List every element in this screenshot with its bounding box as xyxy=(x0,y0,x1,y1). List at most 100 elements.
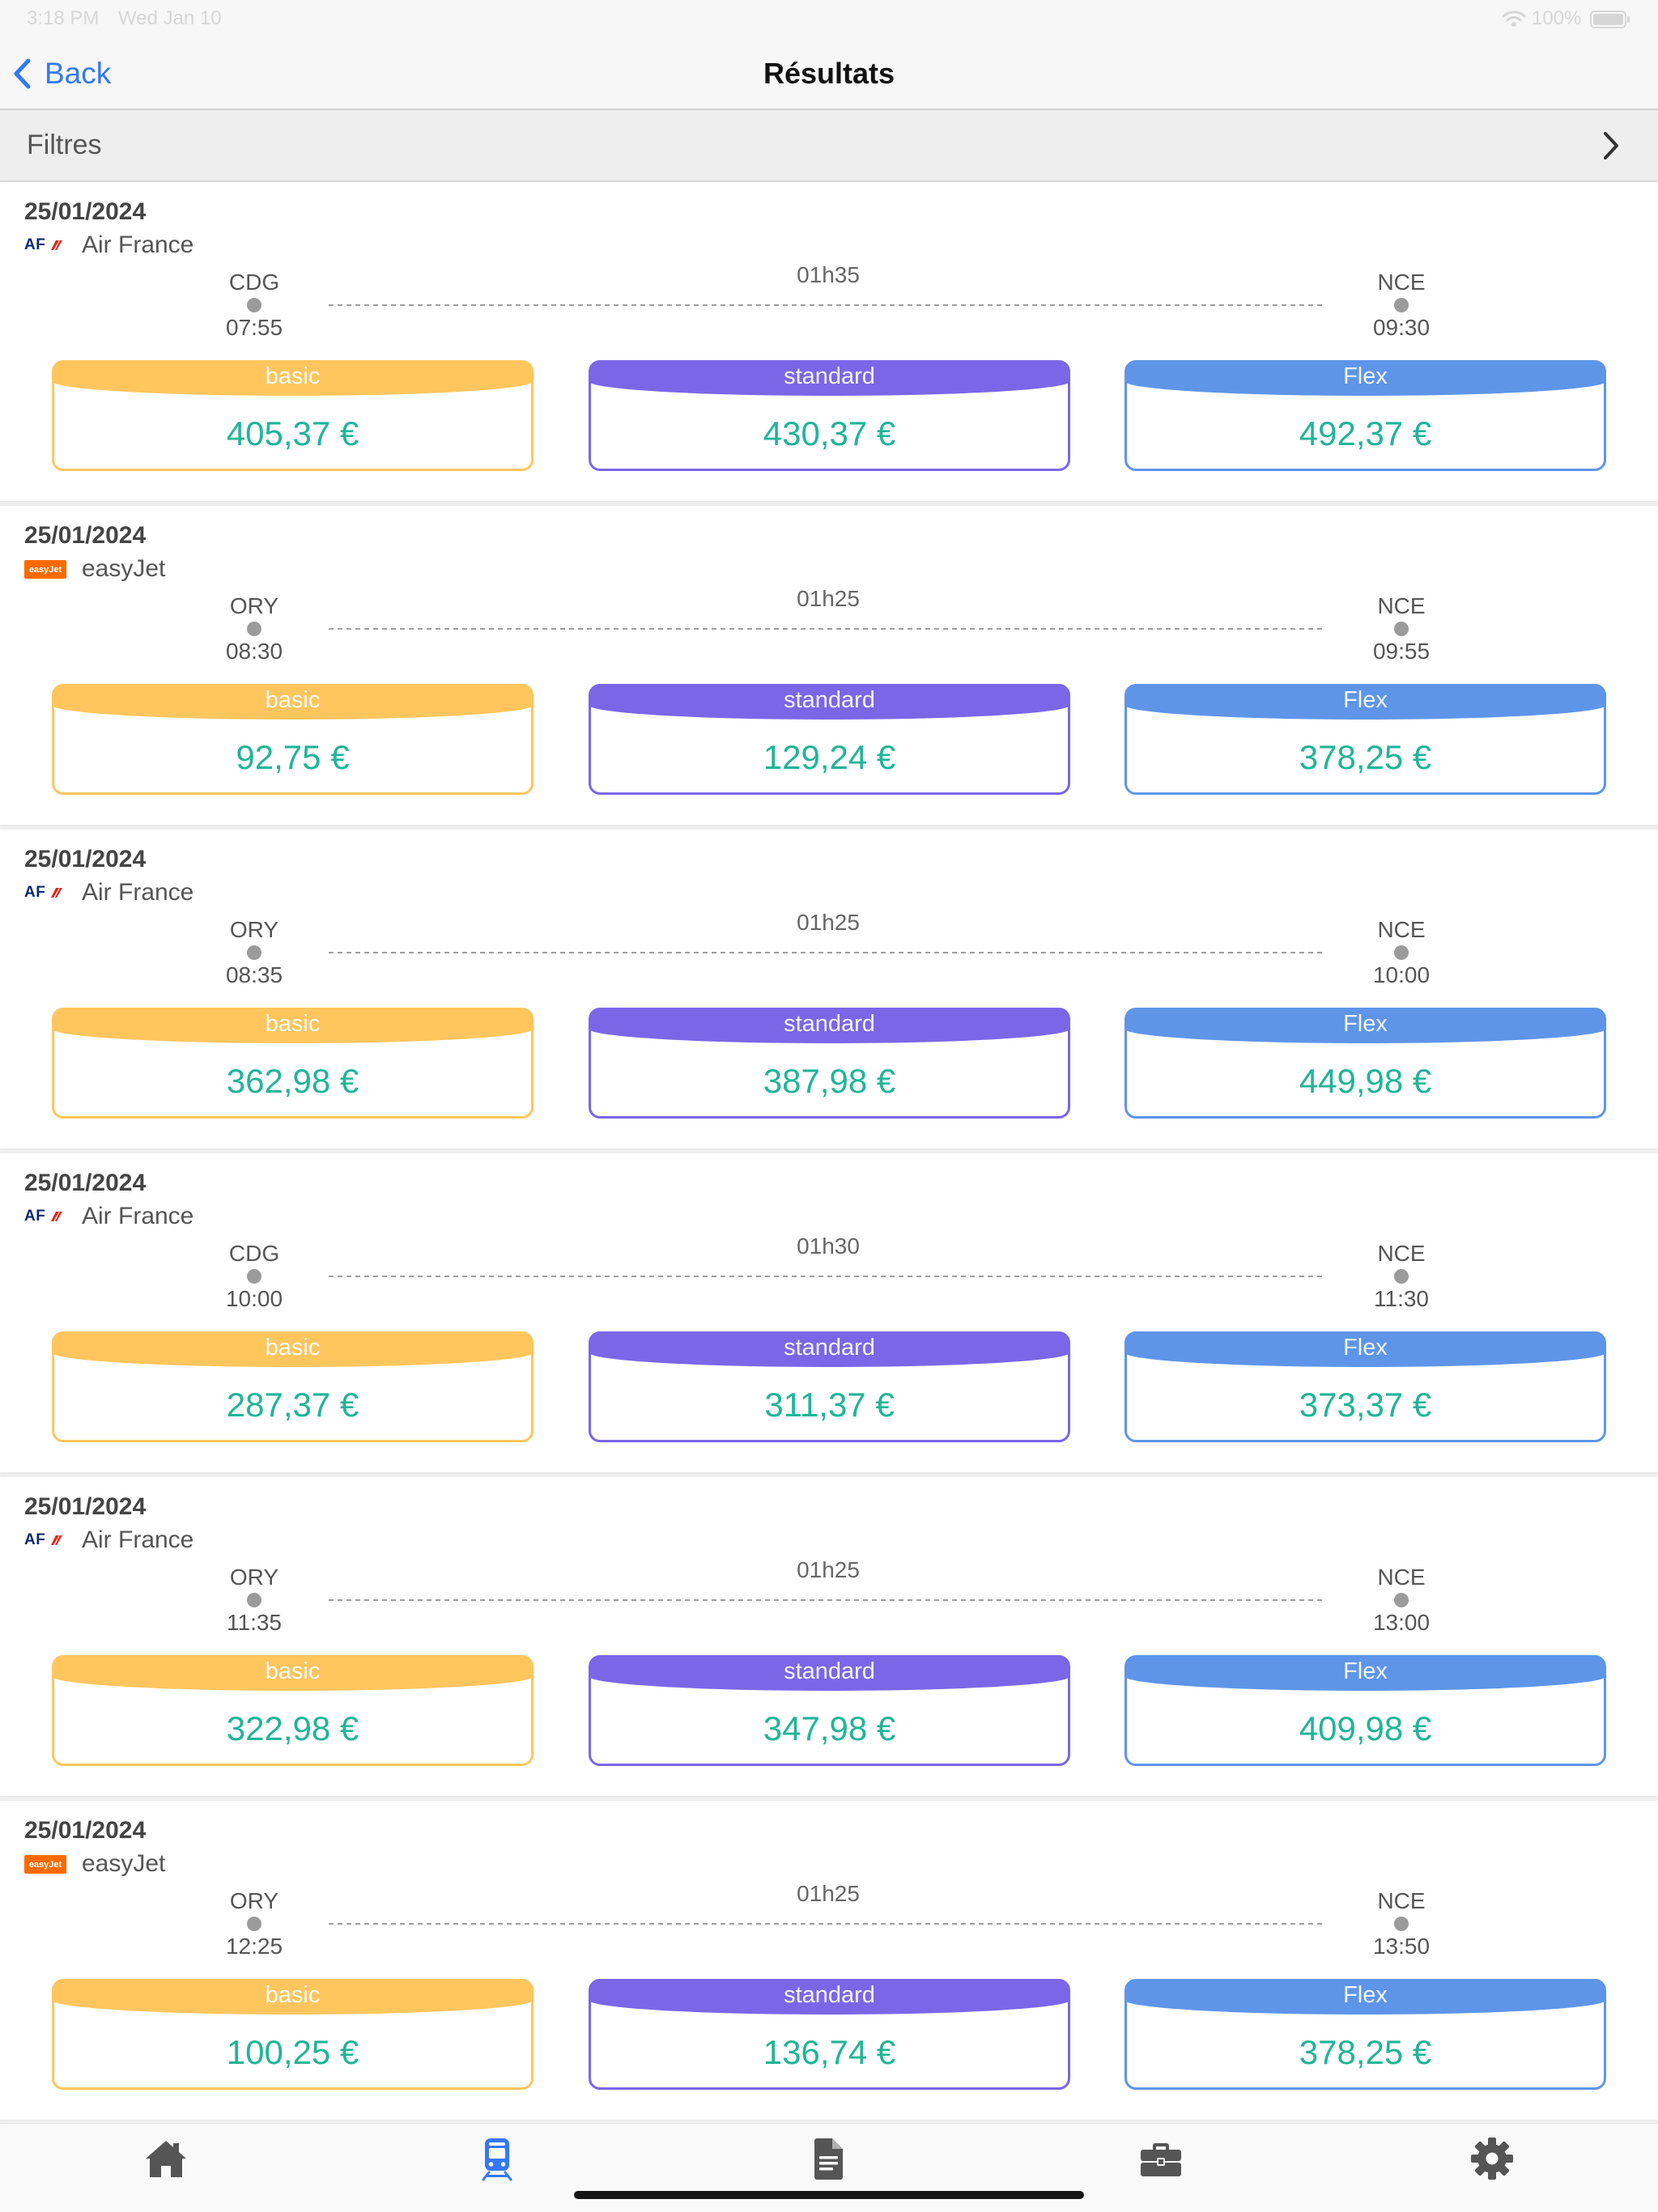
airline-name: Air France xyxy=(82,879,194,906)
navigation-bar: Résultats Back xyxy=(0,39,1658,110)
fare-label: standard xyxy=(784,1335,875,1361)
flight-result-card: 25/01/2024 AF Air France ORY 11:35 01h25… xyxy=(0,1477,1658,1796)
fare-label: standard xyxy=(784,687,875,713)
airline-name: Air France xyxy=(82,1203,194,1229)
fare-price: 449,98 € xyxy=(1299,1062,1432,1100)
air-france-stripes-icon xyxy=(51,888,63,898)
fare-option-standard[interactable]: standard 136,74 € xyxy=(589,1979,1070,2090)
fare-option-flex[interactable]: Flex 378,25 € xyxy=(1124,684,1606,795)
battery-percent: 100% xyxy=(1532,7,1582,29)
fare-label: Flex xyxy=(1343,363,1388,389)
fare-price: 378,25 € xyxy=(1299,2033,1432,2071)
departure-time: 08:30 xyxy=(225,639,283,664)
tab-trips[interactable] xyxy=(995,2124,1327,2212)
fare-price: 378,25 € xyxy=(1299,738,1432,776)
airline-row: easyJet easyJet xyxy=(24,555,510,583)
fare-option-flex[interactable]: Flex 449,98 € xyxy=(1124,1008,1606,1119)
fare-option-basic[interactable]: basic 322,98 € xyxy=(52,1655,534,1766)
fare-header: Flex xyxy=(1124,1008,1606,1043)
fare-price: 100,25 € xyxy=(226,2033,359,2071)
fare-label: standard xyxy=(784,363,875,389)
fare-header: standard xyxy=(589,1331,1070,1367)
flight-date: 25/01/2024 xyxy=(24,198,147,225)
destination-airport-code: NCE xyxy=(1377,270,1426,295)
origin-stop: CDG 07:55 xyxy=(198,268,311,342)
flight-duration: 01h30 xyxy=(797,1233,860,1259)
fare-option-basic[interactable]: basic 362,98 € xyxy=(52,1008,534,1119)
fare-label: standard xyxy=(784,1011,875,1037)
fare-price: 129,24 € xyxy=(763,738,896,776)
fare-header: basic xyxy=(52,1655,534,1691)
fare-price: 430,37 € xyxy=(763,414,896,452)
fare-option-basic[interactable]: basic 287,37 € xyxy=(52,1331,534,1442)
origin-stop: ORY 11:35 xyxy=(198,1563,311,1637)
fare-label: basic xyxy=(265,1982,321,2008)
airline-row: AF Air France xyxy=(24,231,510,259)
airline-name: Air France xyxy=(82,231,194,258)
fare-header: standard xyxy=(589,1979,1070,2015)
fare-option-standard[interactable]: standard 347,98 € xyxy=(589,1655,1070,1766)
departure-time: 11:35 xyxy=(227,1610,282,1635)
fare-header: basic xyxy=(52,360,534,396)
filters-row[interactable]: Filtres xyxy=(0,110,1658,182)
fare-option-flex[interactable]: Flex 492,37 € xyxy=(1124,360,1606,471)
origin-airport-code: ORY xyxy=(229,917,279,942)
fare-option-standard[interactable]: standard 430,37 € xyxy=(589,360,1070,471)
home-indicator[interactable] xyxy=(574,2191,1084,2199)
origin-stop: ORY 08:30 xyxy=(198,592,311,666)
tab-home[interactable] xyxy=(0,2124,332,2212)
flight-result-card: 25/01/2024 AF Air France CDG 10:00 01h30… xyxy=(0,1153,1658,1472)
destination-dot xyxy=(1394,1269,1409,1284)
fare-option-standard[interactable]: standard 129,24 € xyxy=(589,684,1070,795)
airline-row: easyJet easyJet xyxy=(24,1850,510,1878)
arrival-time: 09:30 xyxy=(1372,315,1431,340)
origin-dot xyxy=(247,1917,261,1931)
fare-option-basic[interactable]: basic 100,25 € xyxy=(52,1979,534,2090)
departure-time: 08:35 xyxy=(225,962,283,987)
tab-train[interactable] xyxy=(332,2124,664,2212)
destination-airport-code: NCE xyxy=(1377,1565,1426,1590)
fare-option-flex[interactable]: Flex 409,98 € xyxy=(1124,1655,1606,1766)
fare-option-flex[interactable]: Flex 373,37 € xyxy=(1124,1331,1606,1442)
status-time: 3:18 PM xyxy=(27,7,100,29)
fare-option-basic[interactable]: basic 92,75 € xyxy=(52,684,534,795)
fare-label: Flex xyxy=(1343,1011,1388,1037)
airline-row: AF Air France xyxy=(24,1526,510,1554)
fare-option-basic[interactable]: basic 405,37 € xyxy=(52,360,534,471)
arrival-time: 13:50 xyxy=(1372,1934,1431,1959)
tab-documents[interactable] xyxy=(663,2124,995,2212)
fare-option-standard[interactable]: standard 311,37 € xyxy=(589,1331,1070,1442)
arrival-time: 13:00 xyxy=(1372,1610,1431,1635)
fare-option-flex[interactable]: Flex 378,25 € xyxy=(1124,1979,1606,2090)
air-france-stripes-icon xyxy=(51,1535,63,1545)
flight-duration: 01h25 xyxy=(797,1881,860,1906)
destination-dot xyxy=(1394,622,1409,636)
flight-date: 25/01/2024 xyxy=(24,1493,147,1520)
destination-stop: NCE 13:00 xyxy=(1345,1563,1458,1637)
fare-label: standard xyxy=(784,1982,875,2008)
back-button[interactable]: Back xyxy=(12,39,111,108)
air-france-logo: AF xyxy=(24,1203,66,1230)
arrival-time: 10:00 xyxy=(1372,962,1431,987)
page-title: Résultats xyxy=(763,57,895,90)
flight-result-card: 25/01/2024 AF Air France CDG 07:55 01h35… xyxy=(0,182,1658,501)
departure-time: 12:25 xyxy=(225,1934,283,1959)
airline-logo-text: easyJet xyxy=(28,564,62,575)
destination-airport-code: NCE xyxy=(1377,593,1426,618)
tab-settings[interactable] xyxy=(1326,2124,1658,2212)
fare-label: basic xyxy=(265,1011,321,1037)
airline-row: AF Air France xyxy=(24,879,510,906)
flight-result-card: 25/01/2024 AF Air France ORY 08:35 01h25… xyxy=(0,830,1658,1148)
destination-dot xyxy=(1394,298,1409,312)
flight-date: 25/01/2024 xyxy=(24,1170,147,1196)
airline-logo-text: AF xyxy=(24,236,46,253)
flight-result-card: 25/01/2024 easyJet easyJet ORY 12:25 01h… xyxy=(0,1801,1658,2120)
arrival-time: 09:55 xyxy=(1372,639,1431,664)
origin-airport-code: ORY xyxy=(229,593,279,618)
destination-stop: NCE 10:00 xyxy=(1345,915,1458,990)
fare-option-standard[interactable]: standard 387,98 € xyxy=(589,1008,1070,1119)
fare-price: 347,98 € xyxy=(763,1709,896,1747)
airline-logo-text: AF xyxy=(24,1208,46,1225)
fare-price: 409,98 € xyxy=(1299,1709,1432,1747)
flight-date: 25/01/2024 xyxy=(24,846,147,872)
